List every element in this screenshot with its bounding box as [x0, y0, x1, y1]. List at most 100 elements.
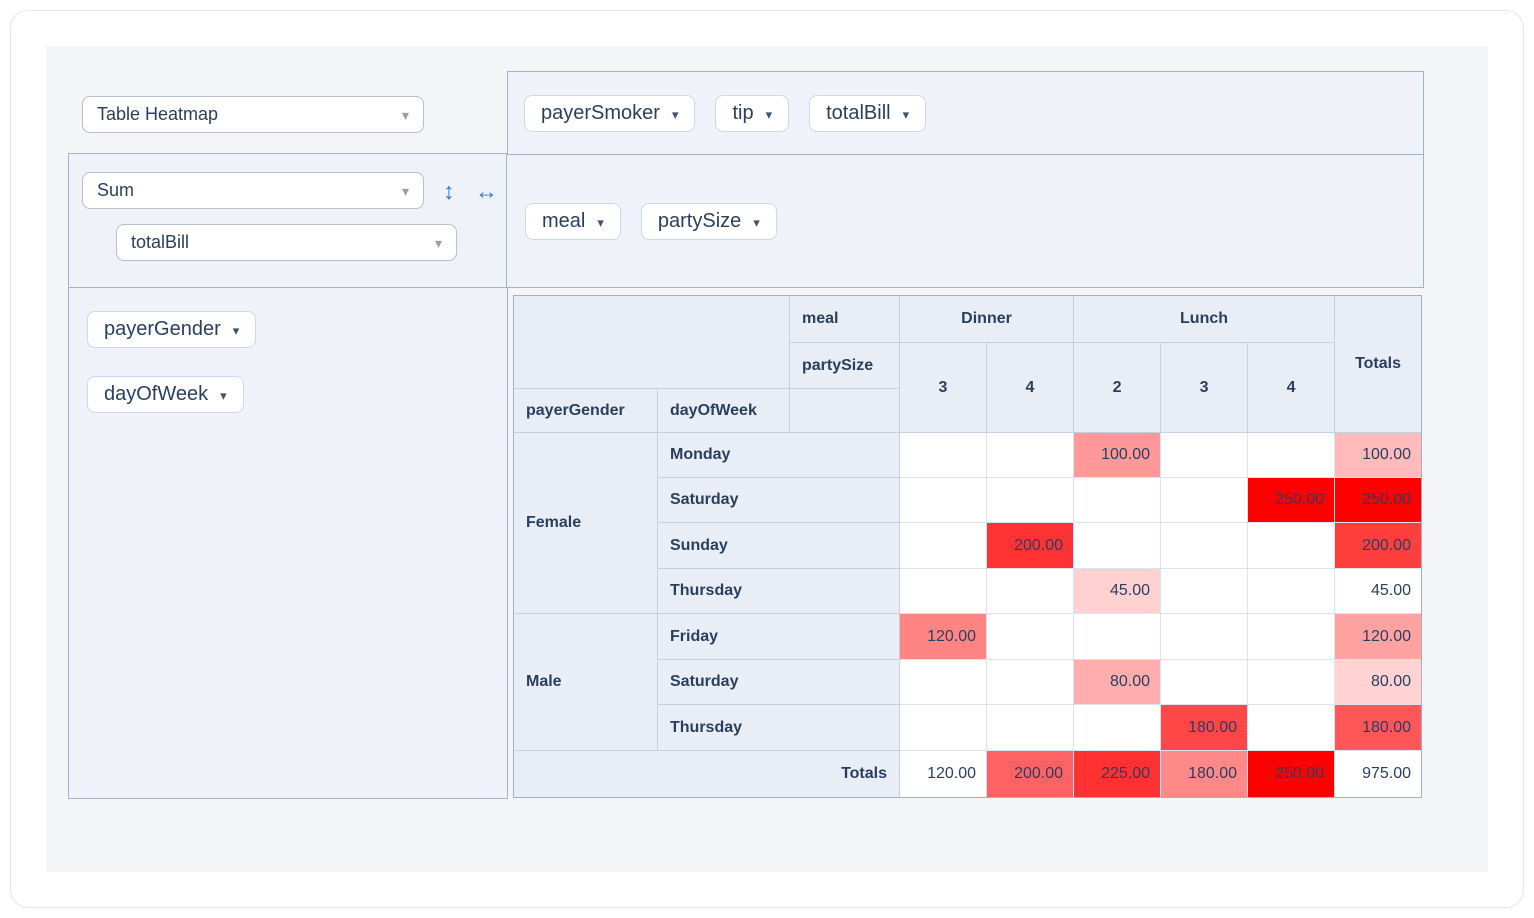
value-cell — [900, 478, 987, 523]
value-cell — [987, 478, 1075, 523]
value-cell — [900, 433, 987, 478]
row-total-cell: 120.00 — [1335, 614, 1422, 660]
row-total-cell: 200.00 — [1335, 523, 1422, 569]
value-cell — [1074, 614, 1162, 660]
attr-pill-label: meal — [542, 210, 586, 232]
attr-pill-label: partySize — [657, 210, 742, 232]
attr-pill-label: payerSmoker — [541, 102, 660, 124]
caret-down-icon: ▾ — [220, 388, 227, 403]
row-label: Saturday — [658, 478, 900, 523]
renderer-select-value: Table Heatmap — [97, 104, 219, 124]
attr-pill-payersmoker[interactable]: payerSmoker ▾ — [524, 95, 696, 132]
row-attrs-panel: payerGender ▾ dayOfWeek ▾ — [68, 287, 508, 799]
value-cell — [987, 660, 1075, 705]
col-key: 3 — [1161, 343, 1249, 433]
axis-label-payergender: payerGender — [514, 389, 658, 433]
value-cell — [1161, 433, 1249, 478]
row-label: Friday — [658, 614, 900, 660]
row-label: Thursday — [658, 705, 900, 751]
row-total-cell: 100.00 — [1335, 433, 1422, 478]
row-group-male: Male — [514, 614, 658, 751]
value-cell — [1161, 569, 1249, 614]
row-group-female: Female — [514, 433, 658, 614]
value-cell — [987, 705, 1075, 751]
attr-pill-label: tip — [732, 102, 754, 124]
value-cell — [987, 614, 1075, 660]
row-label: Sunday — [658, 523, 900, 569]
move-vertical-icon[interactable]: ↕ — [443, 178, 455, 204]
chevron-down-icon: ▾ — [401, 106, 409, 123]
value-cell: 180.00 — [1161, 705, 1249, 751]
row-total-cell: 180.00 — [1335, 705, 1422, 751]
row-label: Saturday — [658, 660, 900, 705]
value-cell: 100.00 — [1074, 433, 1162, 478]
aggregator-arg-value: totalBill — [131, 232, 190, 252]
axis-blank-cell — [790, 389, 900, 433]
value-cell: 200.00 — [987, 523, 1075, 569]
value-cell — [1248, 523, 1336, 569]
col-total-cell: 225.00 — [1074, 751, 1162, 797]
value-cell — [1248, 614, 1336, 660]
caret-down-icon: ▾ — [765, 107, 773, 122]
attr-pill-label: payerGender — [104, 318, 221, 340]
caret-down-icon: ▾ — [597, 215, 604, 230]
col-group-lunch: Lunch — [1074, 296, 1336, 343]
value-cell: 45.00 — [1074, 569, 1162, 614]
value-cell — [1161, 523, 1249, 569]
caret-down-icon: ▾ — [232, 323, 240, 338]
pivot-ui: Table Heatmap ▾ payerSmoker ▾ tip ▾ tota… — [46, 46, 1488, 872]
value-cell: 120.00 — [900, 614, 987, 660]
value-cell — [987, 433, 1075, 478]
value-cell — [900, 523, 987, 569]
renderer-select[interactable]: Table Heatmap ▾ — [82, 96, 424, 133]
attr-pill-meal[interactable]: meal ▾ — [525, 203, 621, 240]
col-attrs-panel: meal ▾ partySize ▾ — [506, 154, 1424, 288]
chevron-down-icon: ▾ — [401, 182, 409, 199]
caret-down-icon: ▾ — [671, 107, 679, 122]
col-key: 4 — [987, 343, 1075, 433]
pivot-output: meal Dinner Lunch Totals partySize 3 4 2… — [513, 295, 1423, 798]
value-cell — [1248, 660, 1336, 705]
value-cell — [1074, 523, 1162, 569]
attr-pill-totalbill[interactable]: totalBill ▾ — [809, 95, 927, 132]
col-key: 4 — [1248, 343, 1336, 433]
attr-pill-tip[interactable]: tip ▾ — [715, 95, 790, 132]
value-cell — [1248, 569, 1336, 614]
grand-total-cell: 975.00 — [1335, 751, 1422, 797]
value-cell: 80.00 — [1074, 660, 1162, 705]
axis-label-meal: meal — [790, 296, 900, 343]
row-label: Thursday — [658, 569, 900, 614]
aggregator-select-value: Sum — [97, 180, 135, 200]
attr-pill-dayofweek[interactable]: dayOfWeek ▾ — [87, 376, 244, 413]
value-cell — [1161, 478, 1249, 523]
col-total-cell: 180.00 — [1161, 751, 1249, 797]
col-key: 2 — [1074, 343, 1162, 433]
row-totals-header: Totals — [1335, 296, 1422, 433]
attr-pill-label: totalBill — [826, 102, 891, 124]
value-cell — [1074, 705, 1162, 751]
value-cell — [1161, 660, 1249, 705]
row-total-cell: 250.00 — [1335, 478, 1422, 523]
col-key: 3 — [900, 343, 987, 433]
value-cell — [900, 660, 987, 705]
col-total-cell: 120.00 — [900, 751, 987, 797]
attr-pill-partysize[interactable]: partySize ▾ — [640, 203, 777, 240]
aggregator-select[interactable]: Sum ▾ — [82, 172, 424, 209]
col-total-cell: 250.00 — [1248, 751, 1336, 797]
value-cell — [900, 705, 987, 751]
aggregator-arg-select[interactable]: totalBill ▾ — [116, 224, 457, 261]
axis-label-dayofweek: dayOfWeek — [658, 389, 790, 433]
pivot-table: meal Dinner Lunch Totals partySize 3 4 2… — [513, 295, 1423, 798]
col-total-cell: 200.00 — [987, 751, 1075, 797]
value-cell — [1248, 705, 1336, 751]
row-label: Monday — [658, 433, 900, 478]
col-totals-label: Totals — [514, 751, 900, 797]
value-cell — [1248, 433, 1336, 478]
corner-blank-cell — [514, 296, 790, 389]
value-cell — [987, 569, 1075, 614]
app-card: Table Heatmap ▾ payerSmoker ▾ tip ▾ tota… — [10, 10, 1524, 908]
value-cell — [1074, 478, 1162, 523]
unused-attrs-panel: payerSmoker ▾ tip ▾ totalBill ▾ — [507, 71, 1424, 155]
move-horizontal-icon[interactable]: ↔ — [475, 178, 498, 204]
attr-pill-payergender[interactable]: payerGender ▾ — [87, 311, 257, 348]
